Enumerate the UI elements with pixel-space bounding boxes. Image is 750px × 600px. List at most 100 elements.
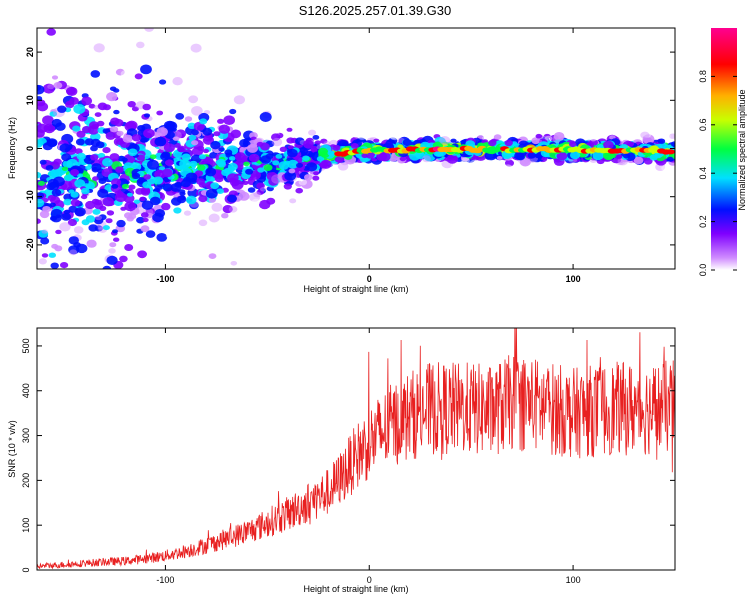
heatmap-cell: [245, 168, 254, 175]
heatmap-cell: [397, 144, 404, 149]
heatmap-cell: [200, 0, 206, 1]
heatmap-cell: [598, 134, 605, 139]
heatmap-cell: [642, 134, 655, 145]
heatmap-cell: [287, 148, 298, 158]
heatmap-cell: [609, 163, 617, 169]
heatmap-cell: [59, 222, 71, 232]
heatmap-cell: [42, 115, 54, 125]
heatmap-cell: [388, 132, 398, 139]
heatmap-cell: [666, 156, 674, 162]
heatmap-cell: [99, 271, 109, 279]
heatmap-cell: [655, 128, 668, 139]
heatmap-cell: [265, 153, 274, 160]
heatmap-cell: [202, 127, 213, 136]
heatmap-cell: [40, 269, 49, 276]
heatmap-cell: [152, 212, 164, 223]
heatmap-cell: [514, 172, 527, 183]
heatmap-cell: [160, 153, 170, 161]
heatmap-cell: [74, 148, 83, 155]
heatmap-cell: [527, 152, 536, 159]
heatmap-cell: [216, 158, 226, 167]
heatmap-cell: [165, 121, 178, 132]
heatmap-cell: [37, 192, 44, 199]
heatmap-cell: [203, 5, 212, 12]
heatmap-cell: [294, 206, 301, 211]
heatmap-cell: [88, 224, 98, 232]
heatmap-cell: [59, 143, 71, 153]
heatmap-cell: [203, 134, 213, 142]
heatmap-cell: [259, 199, 271, 210]
heatmap-cell: [434, 125, 447, 135]
heatmap-cell: [496, 156, 503, 160]
colorbar-label: Normalized spectral amplitude: [737, 89, 747, 210]
heatmap-cell: [249, 192, 261, 202]
heatmap-cell: [229, 108, 237, 115]
heatmap-cell: [156, 110, 164, 116]
heatmap-cell: [81, 28, 93, 31]
heatmap-cell: [180, 179, 191, 188]
heatmap-cell: [74, 207, 86, 217]
heatmap-cell: [150, 196, 161, 206]
heatmap-cell: [173, 207, 182, 214]
y-tick-label: -20: [25, 238, 35, 251]
heatmap-cell: [230, 261, 238, 266]
heatmap-cell: [553, 132, 565, 141]
heatmap-cell: [137, 125, 146, 131]
heatmap-cell: [176, 195, 187, 204]
heatmap-cell: [51, 75, 59, 80]
heatmap-cell: [212, 261, 221, 268]
y-tick-label: 400: [21, 383, 31, 398]
y-tick-label: 0: [25, 146, 35, 151]
heatmap-cell: [105, 388, 111, 392]
heatmap-cell: [295, 187, 304, 194]
heatmap-cell: [556, 151, 568, 161]
heatmap-cell: [595, 120, 603, 126]
heatmap-cell: [531, 137, 541, 145]
heatmap-cell: [68, 359, 76, 365]
heatmap-cell: [57, 105, 67, 113]
heatmap-cell: [76, 152, 86, 160]
heatmap-cell: [189, 160, 198, 167]
heatmap-cell: [81, 96, 93, 106]
heatmap-cell: [378, 151, 391, 162]
heatmap-cell: [622, 153, 631, 159]
heatmap-cell: [442, 129, 455, 139]
heatmap-cell: [169, 45, 181, 55]
colorbar-tick-label: 0.8: [698, 70, 708, 83]
heatmap-cell: [133, 199, 141, 204]
heatmap-cell: [408, 130, 420, 140]
heatmap-cell: [391, 164, 404, 175]
heatmap-cell: [662, 127, 674, 137]
colorbar-tick-label: 0.4: [698, 167, 708, 180]
heatmap-cell: [535, 133, 543, 139]
heatmap-cell: [199, 118, 208, 125]
heatmap-cell: [179, 191, 186, 196]
heatmap-cell: [61, 153, 72, 162]
heatmap-cell: [191, 106, 203, 116]
heatmap-cell: [234, 152, 247, 162]
heatmap-cell: [50, 262, 59, 269]
heatmap-cell: [284, 171, 297, 181]
heatmap-cell: [188, 95, 199, 104]
heatmap-cell: [136, 41, 145, 49]
heatmap-cell: [102, 157, 113, 167]
heatmap-cell: [484, 159, 493, 166]
heatmap-cell: [117, 155, 126, 162]
heatmap-cell: [439, 136, 451, 145]
heatmap-cell: [105, 218, 113, 224]
heatmap-cell: [222, 205, 233, 214]
heatmap-cell: [37, 180, 46, 186]
heatmap-cell: [86, 239, 97, 248]
heatmap-cell: [46, 28, 56, 36]
heatmap-cell: [106, 255, 118, 265]
heatmap-cell: [93, 216, 104, 225]
heatmap-cell: [198, 290, 207, 297]
heatmap-cell: [51, 189, 62, 197]
heatmap-cell: [159, 79, 167, 85]
heatmap-cell: [142, 103, 151, 111]
heatmap-cell: [301, 179, 313, 189]
x-tick-label: 0: [367, 575, 372, 585]
heatmap-cell: [337, 162, 349, 171]
heatmap-cell: [242, 180, 249, 185]
